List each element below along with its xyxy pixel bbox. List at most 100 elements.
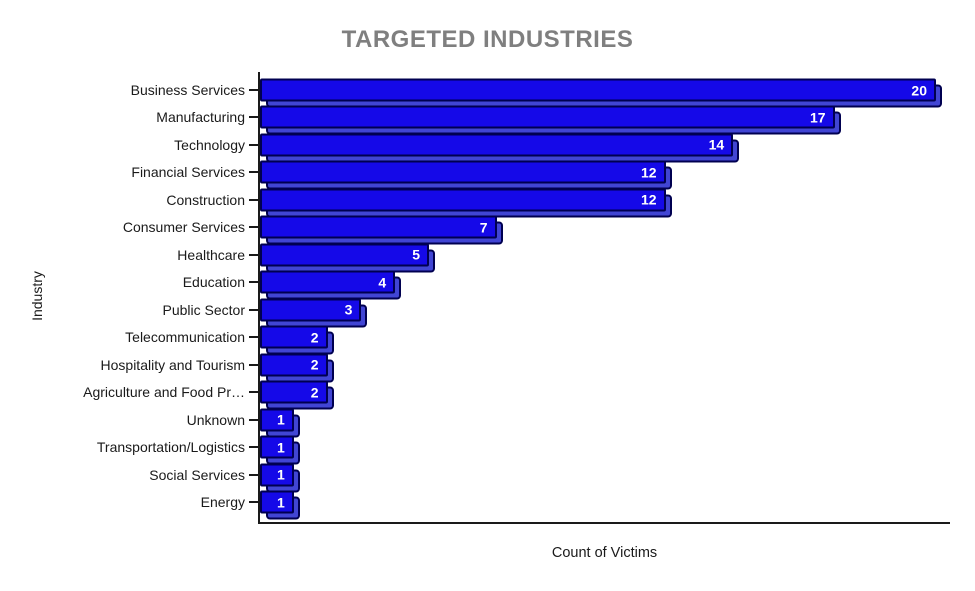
bar-face: 5 [260, 243, 429, 267]
bar: 5 [260, 243, 435, 273]
bar-row: Healthcare 5 [0, 241, 975, 273]
axis-tick-mark [249, 143, 258, 146]
bar-row: Construction 12 [0, 186, 975, 218]
chart-title: TARGETED INDUSTRIES [341, 26, 634, 53]
bar-row: Energy 1 [0, 488, 975, 520]
axis-tick-mark [249, 226, 258, 229]
bar-face: 17 [260, 105, 835, 129]
axis-tick-mark [249, 363, 258, 366]
bar: 14 [260, 133, 740, 163]
axis-tick-mark [249, 308, 258, 311]
bar-value-label: 1 [277, 411, 285, 428]
axis-tick-mark [249, 281, 258, 284]
bar-row: Consumer Services 7 [0, 213, 975, 245]
bar-face: 1 [260, 490, 294, 514]
bar-face: 3 [260, 298, 362, 322]
bar: 4 [260, 270, 402, 300]
bar: 1 [260, 408, 300, 438]
bar-value-label: 5 [412, 246, 420, 263]
bar-row: Manufacturing 17 [0, 103, 975, 135]
bar-value-label: 17 [810, 109, 826, 126]
bar-face: 12 [260, 188, 666, 212]
bar-row: Hospitality and Tourism 2 [0, 351, 975, 383]
bar-face: 7 [260, 215, 497, 239]
category-label: Transportation/Logistics [96, 439, 245, 456]
axis-tick-mark [249, 418, 258, 421]
category-label: Financial Services [131, 164, 245, 181]
bar-row: Unknown 1 [0, 406, 975, 438]
category-label: Hospitality and Tourism [100, 356, 245, 373]
bar-value-label: 3 [344, 301, 353, 318]
axis-tick-mark [249, 89, 258, 91]
axis-tick-mark [249, 336, 258, 339]
category-label: Unknown [186, 411, 245, 428]
bar-value-label: 7 [479, 219, 488, 236]
bar: 1 [260, 435, 300, 465]
bar-face: 4 [260, 270, 396, 294]
category-label: Telecommunication [125, 329, 245, 346]
bar: 3 [260, 298, 368, 328]
axis-tick-mark [249, 198, 258, 201]
bar: 2 [260, 353, 334, 383]
y-axis-line [258, 72, 260, 523]
bar: 2 [260, 325, 334, 355]
bar-face: 1 [260, 408, 294, 432]
bar-row: Telecommunication 2 [0, 323, 975, 355]
bar-face: 1 [260, 435, 294, 459]
bar: 2 [260, 380, 334, 410]
bar: 12 [260, 188, 672, 218]
category-label: Business Services [130, 82, 245, 98]
bar-value-label: 2 [310, 356, 319, 373]
category-label: Public Sector [162, 301, 245, 318]
bar: 1 [260, 463, 300, 493]
x-axis-line [258, 522, 950, 524]
category-label: Energy [200, 494, 245, 511]
axis-tick-mark [249, 473, 258, 476]
bar-face: 20 [260, 78, 936, 102]
bar: 20 [260, 78, 942, 108]
bar-row: Business Services 20 [0, 76, 975, 108]
bar-face: 2 [260, 325, 328, 349]
bar-row: Financial Services 12 [0, 158, 975, 190]
bar-row: Public Sector 3 [0, 296, 975, 328]
bar-row: Technology 14 [0, 131, 975, 163]
bar-row: Transportation/Logistics 1 [0, 433, 975, 465]
category-label: Manufacturing [156, 109, 245, 126]
bar-value-label: 4 [378, 274, 387, 291]
bar-value-label: 1 [277, 439, 285, 456]
category-label: Consumer Services [122, 219, 245, 236]
axis-tick-mark [249, 446, 258, 449]
bar-value-label: 2 [310, 329, 319, 346]
bar-value-label: 2 [310, 384, 319, 401]
axis-tick-mark [249, 501, 258, 504]
bar-value-label: 1 [277, 494, 285, 511]
axis-tick-mark [249, 391, 258, 394]
plot-area: Business Services 20 Manufacturing 17 Te… [0, 72, 975, 524]
bar: 1 [260, 490, 300, 520]
bar-value-label: 12 [641, 164, 657, 181]
bar-value-label: 1 [277, 466, 285, 483]
category-label: Agriculture and Food Pr… [83, 384, 245, 401]
category-label: Social Services [149, 466, 245, 483]
bar-row: Social Services 1 [0, 461, 975, 493]
axis-tick-mark [249, 253, 258, 256]
bar-row: Education 4 [0, 268, 975, 300]
axis-tick-mark [249, 116, 258, 119]
bar-face: 2 [260, 353, 328, 377]
bar-face: 14 [260, 133, 734, 157]
bar-value-label: 20 [911, 82, 927, 98]
bar-row: Agriculture and Food Pr… 2 [0, 378, 975, 410]
x-axis-label: Count of Victims [551, 545, 658, 561]
bar-face: 12 [260, 160, 666, 184]
bar-face: 1 [260, 463, 294, 487]
category-label: Education [182, 274, 245, 291]
bar-face: 2 [260, 380, 328, 404]
category-label: Healthcare [177, 246, 245, 263]
bar: 7 [260, 215, 503, 245]
bar-value-label: 14 [708, 136, 725, 153]
bar: 12 [260, 160, 672, 190]
bar-value-label: 12 [641, 191, 657, 208]
category-label: Construction [166, 191, 245, 208]
bar: 17 [260, 105, 841, 135]
